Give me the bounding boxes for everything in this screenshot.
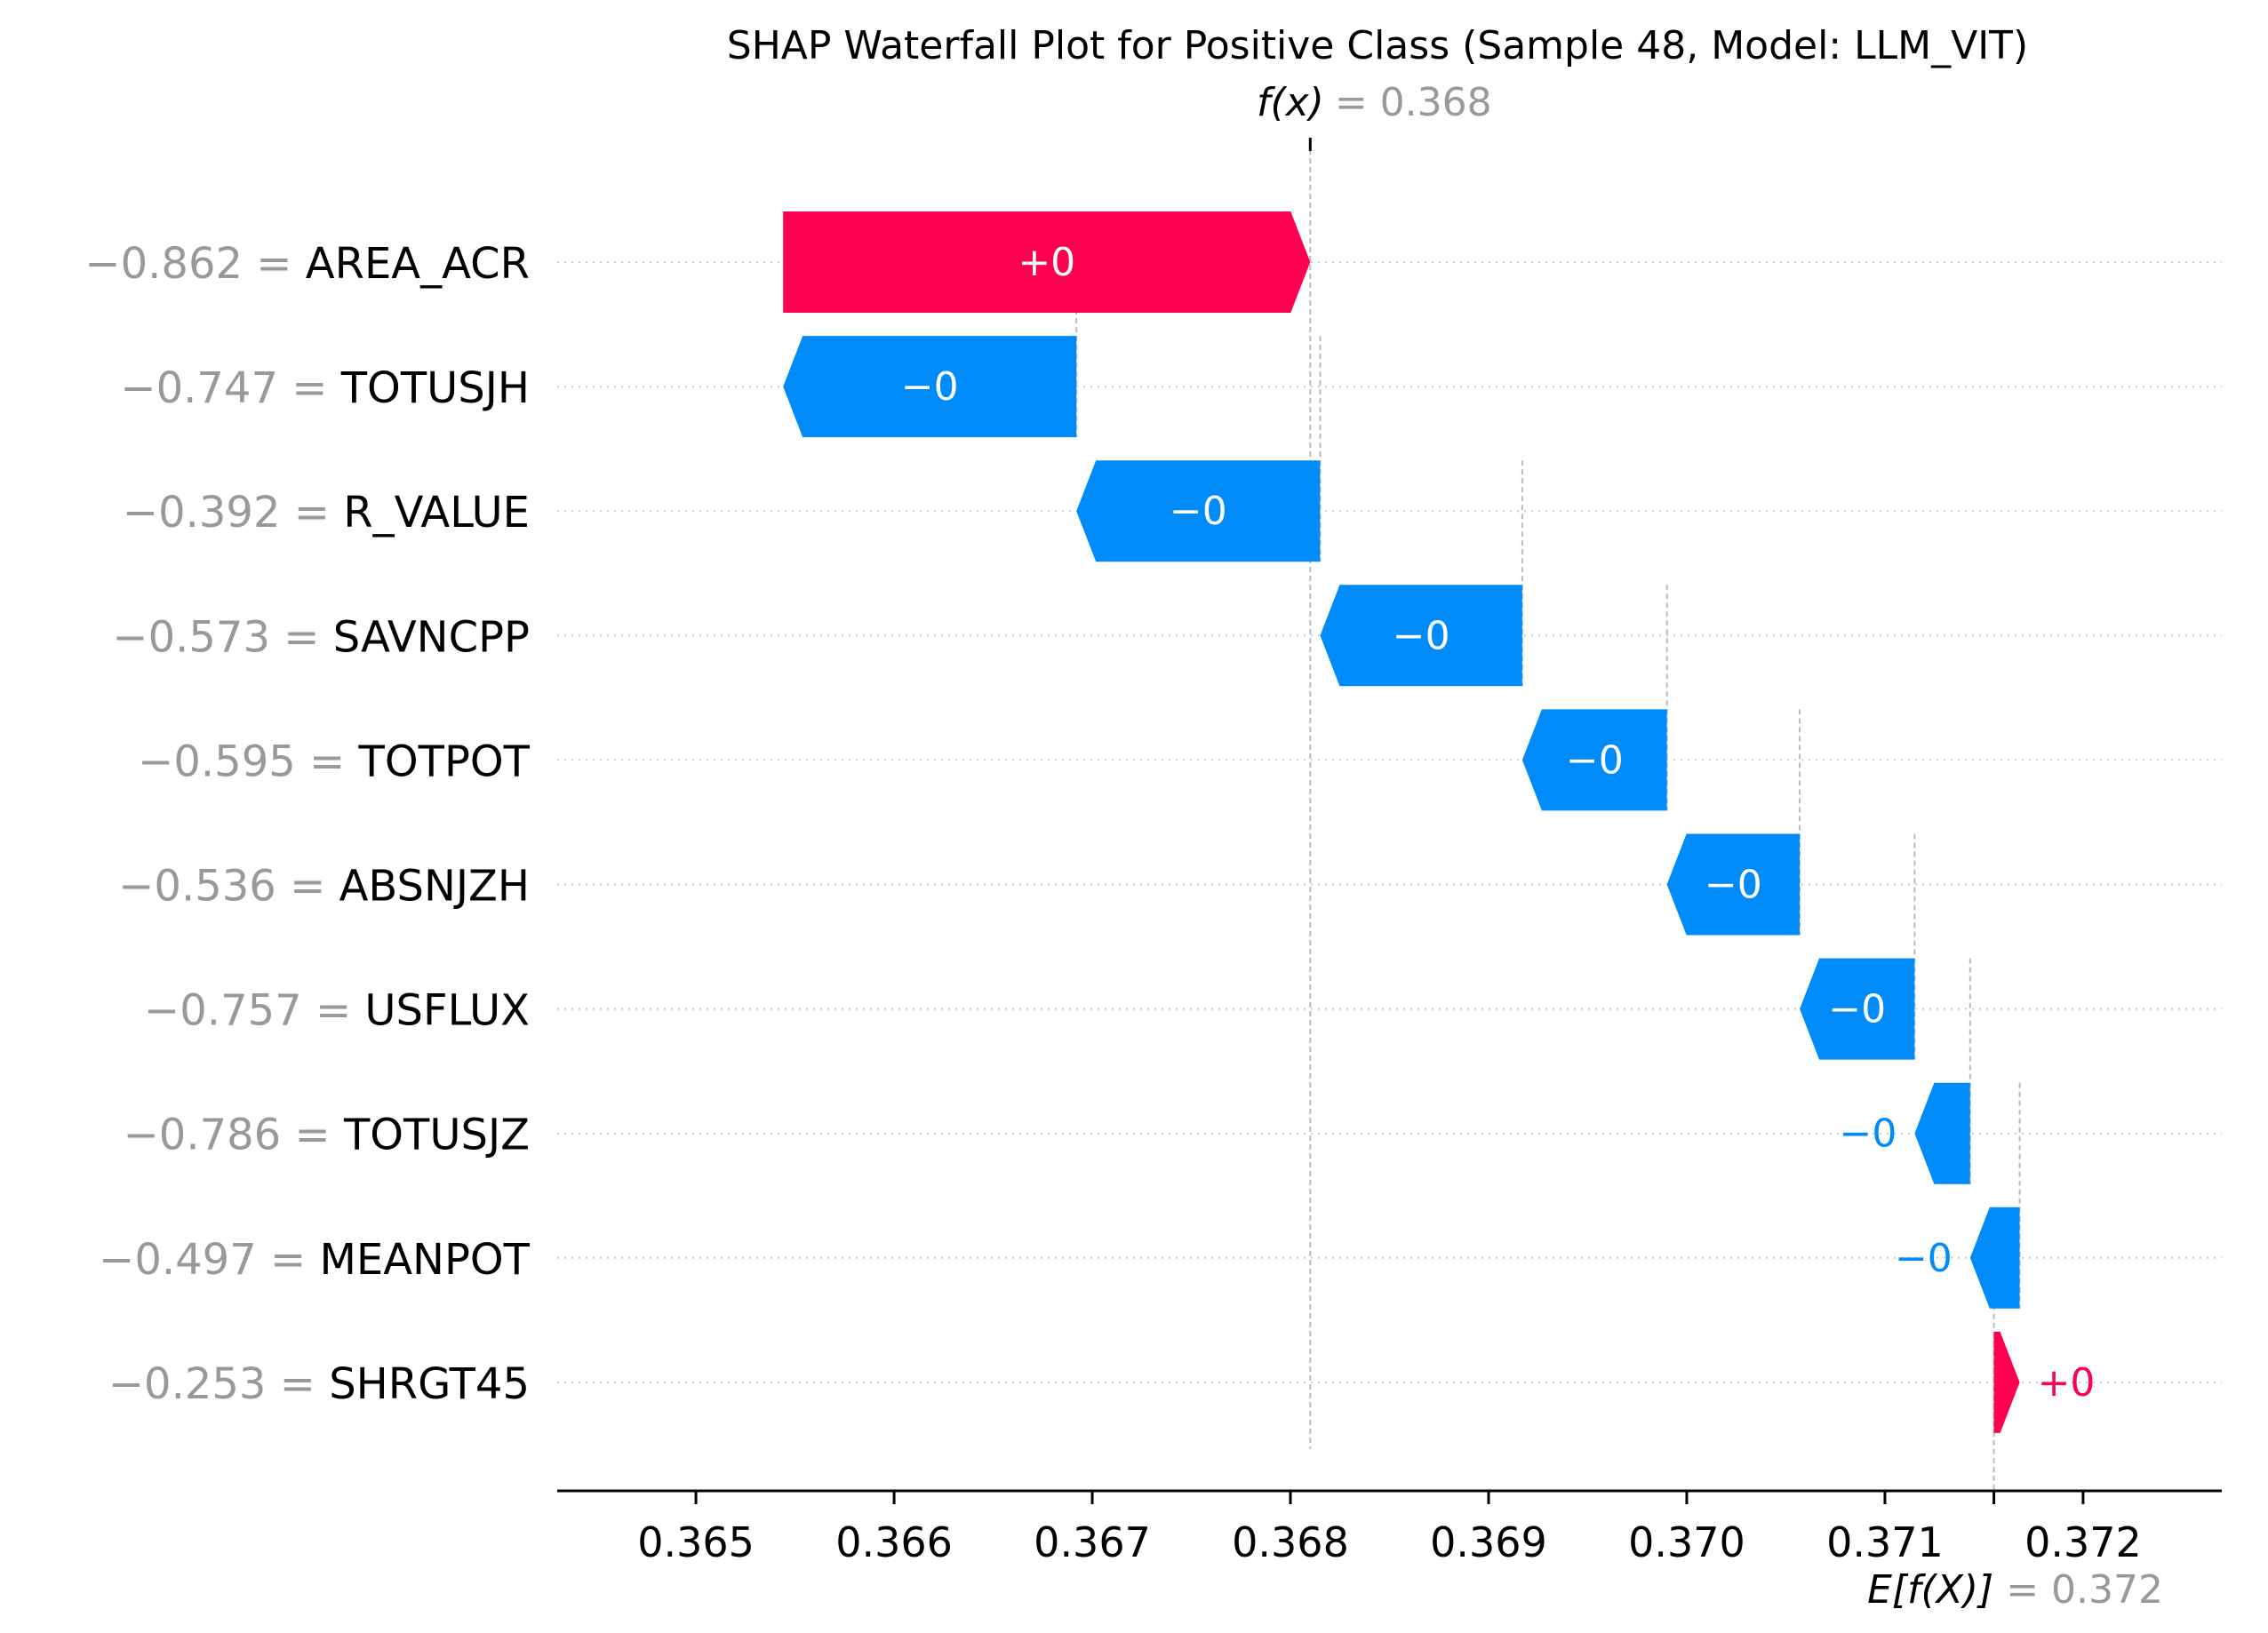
bar-value-label: +0 — [2038, 1360, 2096, 1406]
fx-value: = 0.368 — [1335, 80, 1492, 125]
bar-value-label: −0 — [1566, 737, 1624, 783]
feature-label: −0.536 = ABSNJZH — [118, 862, 530, 912]
fx-annotation: f(x) = 0.368 — [1257, 80, 1492, 151]
feature-name: SAVNCPP — [333, 612, 530, 662]
bar-value-label: +0 — [1018, 240, 1075, 285]
feature-value: −0.253 = — [108, 1359, 329, 1409]
base-value-label: E[f(X)] = 0.372 — [1867, 1567, 2163, 1613]
x-tick-label: 0.366 — [835, 1518, 953, 1566]
feature-name: MEANPOT — [319, 1235, 530, 1285]
x-axis-ticks: 0.365 0.366 0.367 0.368 0.369 0.370 0.371 0.372 — [637, 1491, 2142, 1566]
base-value-symbol: E[f(X)] — [1867, 1567, 1993, 1613]
feature-value: −0.536 = — [118, 862, 339, 912]
bar-shrgt45 — [1994, 1332, 2020, 1433]
feature-label: −0.786 = TOTUSJZ — [124, 1111, 530, 1160]
contribution-bars — [783, 211, 2019, 1433]
feature-label: −0.573 = SAVNCPP — [112, 612, 530, 662]
bar-value-label: −0 — [901, 364, 959, 410]
feature-name: USFLUX — [364, 986, 530, 1036]
base-value-value: = 0.372 — [2006, 1567, 2163, 1613]
feature-value: −0.747 = — [120, 363, 340, 413]
bar-value-label: −0 — [1895, 1236, 1953, 1281]
feature-label: −0.757 = USFLUX — [144, 986, 530, 1036]
feature-value: −0.595 = — [138, 737, 358, 786]
bar-totusjz — [1914, 1083, 1969, 1184]
feature-name: ABSNJZH — [339, 862, 530, 912]
x-tick-label: 0.369 — [1430, 1518, 1547, 1566]
fx-symbol: f(x) — [1257, 80, 1324, 125]
feature-name: TOTUSJZ — [343, 1111, 530, 1160]
contribution-labels: +0 −0 −0 −0 −0 −0 −0 −0 −0 +0 — [901, 240, 2096, 1406]
feature-value: −0.786 = — [124, 1111, 344, 1160]
reference-lines — [1076, 149, 2019, 1489]
x-tick-label: 0.371 — [1826, 1518, 1944, 1566]
feature-labels: −0.862 = AREA_ACR −0.747 = TOTUSJH −0.392 … — [84, 239, 530, 1409]
x-tick-label: 0.370 — [1628, 1518, 1745, 1566]
feature-label: −0.595 = TOTPOT — [138, 737, 531, 786]
feature-name: TOTPOT — [358, 737, 531, 786]
feature-name: SHRGT45 — [329, 1359, 530, 1409]
bar-meanpot — [1970, 1207, 2020, 1309]
bar-value-label: −0 — [1705, 863, 1762, 908]
feature-value: −0.497 = — [99, 1235, 319, 1285]
x-tick-label: 0.372 — [2024, 1518, 2142, 1566]
feature-value: −0.757 = — [144, 986, 364, 1036]
feature-label: −0.497 = MEANPOT — [99, 1235, 531, 1285]
feature-label: −0.392 = R_VALUE — [123, 488, 530, 538]
feature-value: −0.862 = — [84, 239, 305, 289]
x-tick-label: 0.365 — [637, 1518, 755, 1566]
bar-value-label: −0 — [1170, 489, 1227, 534]
bar-value-label: −0 — [1393, 613, 1450, 658]
feature-label: −0.747 = TOTUSJH — [120, 363, 530, 413]
fx-label: f(x) = 0.368 — [1257, 80, 1492, 125]
chart-title: SHAP Waterfall Plot for Positive Class (… — [727, 23, 2028, 68]
feature-name: AREA_ACR — [306, 239, 530, 289]
feature-value: −0.392 = — [123, 488, 343, 538]
feature-name: R_VALUE — [343, 488, 530, 538]
bar-value-label: −0 — [1828, 987, 1886, 1032]
bar-value-label: −0 — [1840, 1111, 1897, 1157]
x-tick-label: 0.368 — [1232, 1518, 1349, 1566]
feature-name: TOTUSJH — [340, 363, 530, 413]
x-tick-label: 0.367 — [1034, 1518, 1151, 1566]
feature-label: −0.253 = SHRGT45 — [108, 1359, 530, 1409]
feature-label: −0.862 = AREA_ACR — [84, 239, 530, 289]
feature-value: −0.573 = — [112, 612, 332, 662]
